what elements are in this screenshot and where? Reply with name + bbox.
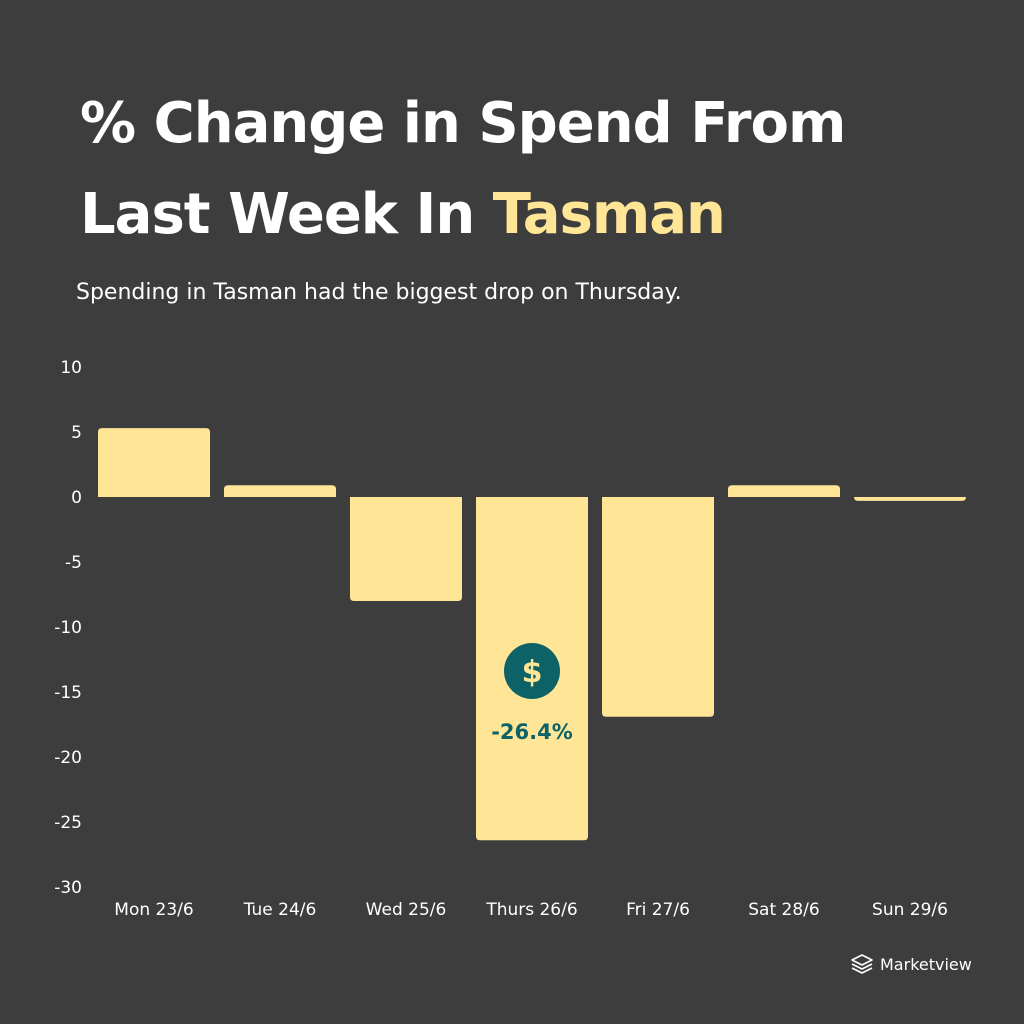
- bar: [350, 497, 462, 601]
- x-tick-label: Wed 25/6: [366, 900, 447, 920]
- y-tick-label: -25: [54, 813, 82, 833]
- y-tick-label: 0: [71, 488, 82, 508]
- bar: [224, 485, 336, 497]
- bar: [602, 497, 714, 717]
- chart-title: % Change in Spend From Last Week In Tasm…: [80, 78, 980, 260]
- title-accent-region: Tasman: [492, 182, 726, 247]
- x-tick-label: Sun 29/6: [872, 900, 948, 920]
- dollar-icon: [504, 643, 560, 699]
- title-line-2: Last Week In Tasman: [80, 169, 980, 260]
- x-tick-label: Sat 28/6: [748, 900, 819, 920]
- bar: [854, 496, 966, 501]
- y-tick-label: 10: [60, 358, 82, 378]
- y-tick-label: -10: [54, 618, 82, 638]
- dollar-glyph: $: [522, 655, 543, 690]
- x-tick-label: Tue 24/6: [243, 900, 317, 920]
- y-tick-label: -30: [54, 878, 82, 898]
- bar: [728, 485, 840, 497]
- x-tick-label: Fri 27/6: [626, 900, 690, 920]
- title-line-1: % Change in Spend From: [80, 91, 846, 156]
- y-tick-label: -20: [54, 748, 82, 768]
- chart-subtitle: Spending in Tasman had the biggest drop …: [76, 280, 682, 305]
- bar-chart: 10 5 0 -5 -10 -15 -20 -25 -30 Mon 23/6 Tue 24/6 Wed…: [54, 358, 966, 920]
- y-tick-label: 5: [71, 423, 82, 443]
- callout-label: -26.4%: [491, 720, 573, 744]
- y-tick-label: -5: [65, 553, 82, 573]
- brand-logo: Marketview: [850, 953, 972, 975]
- stacked-layers-icon: [851, 954, 873, 974]
- bar: [98, 428, 210, 497]
- x-tick-label: Thurs 26/6: [485, 900, 577, 920]
- x-tick-label: Mon 23/6: [114, 900, 193, 920]
- brand-name: Marketview: [880, 954, 972, 974]
- y-tick-label: -15: [54, 683, 82, 703]
- title-line-2-prefix: Last Week In: [80, 182, 493, 247]
